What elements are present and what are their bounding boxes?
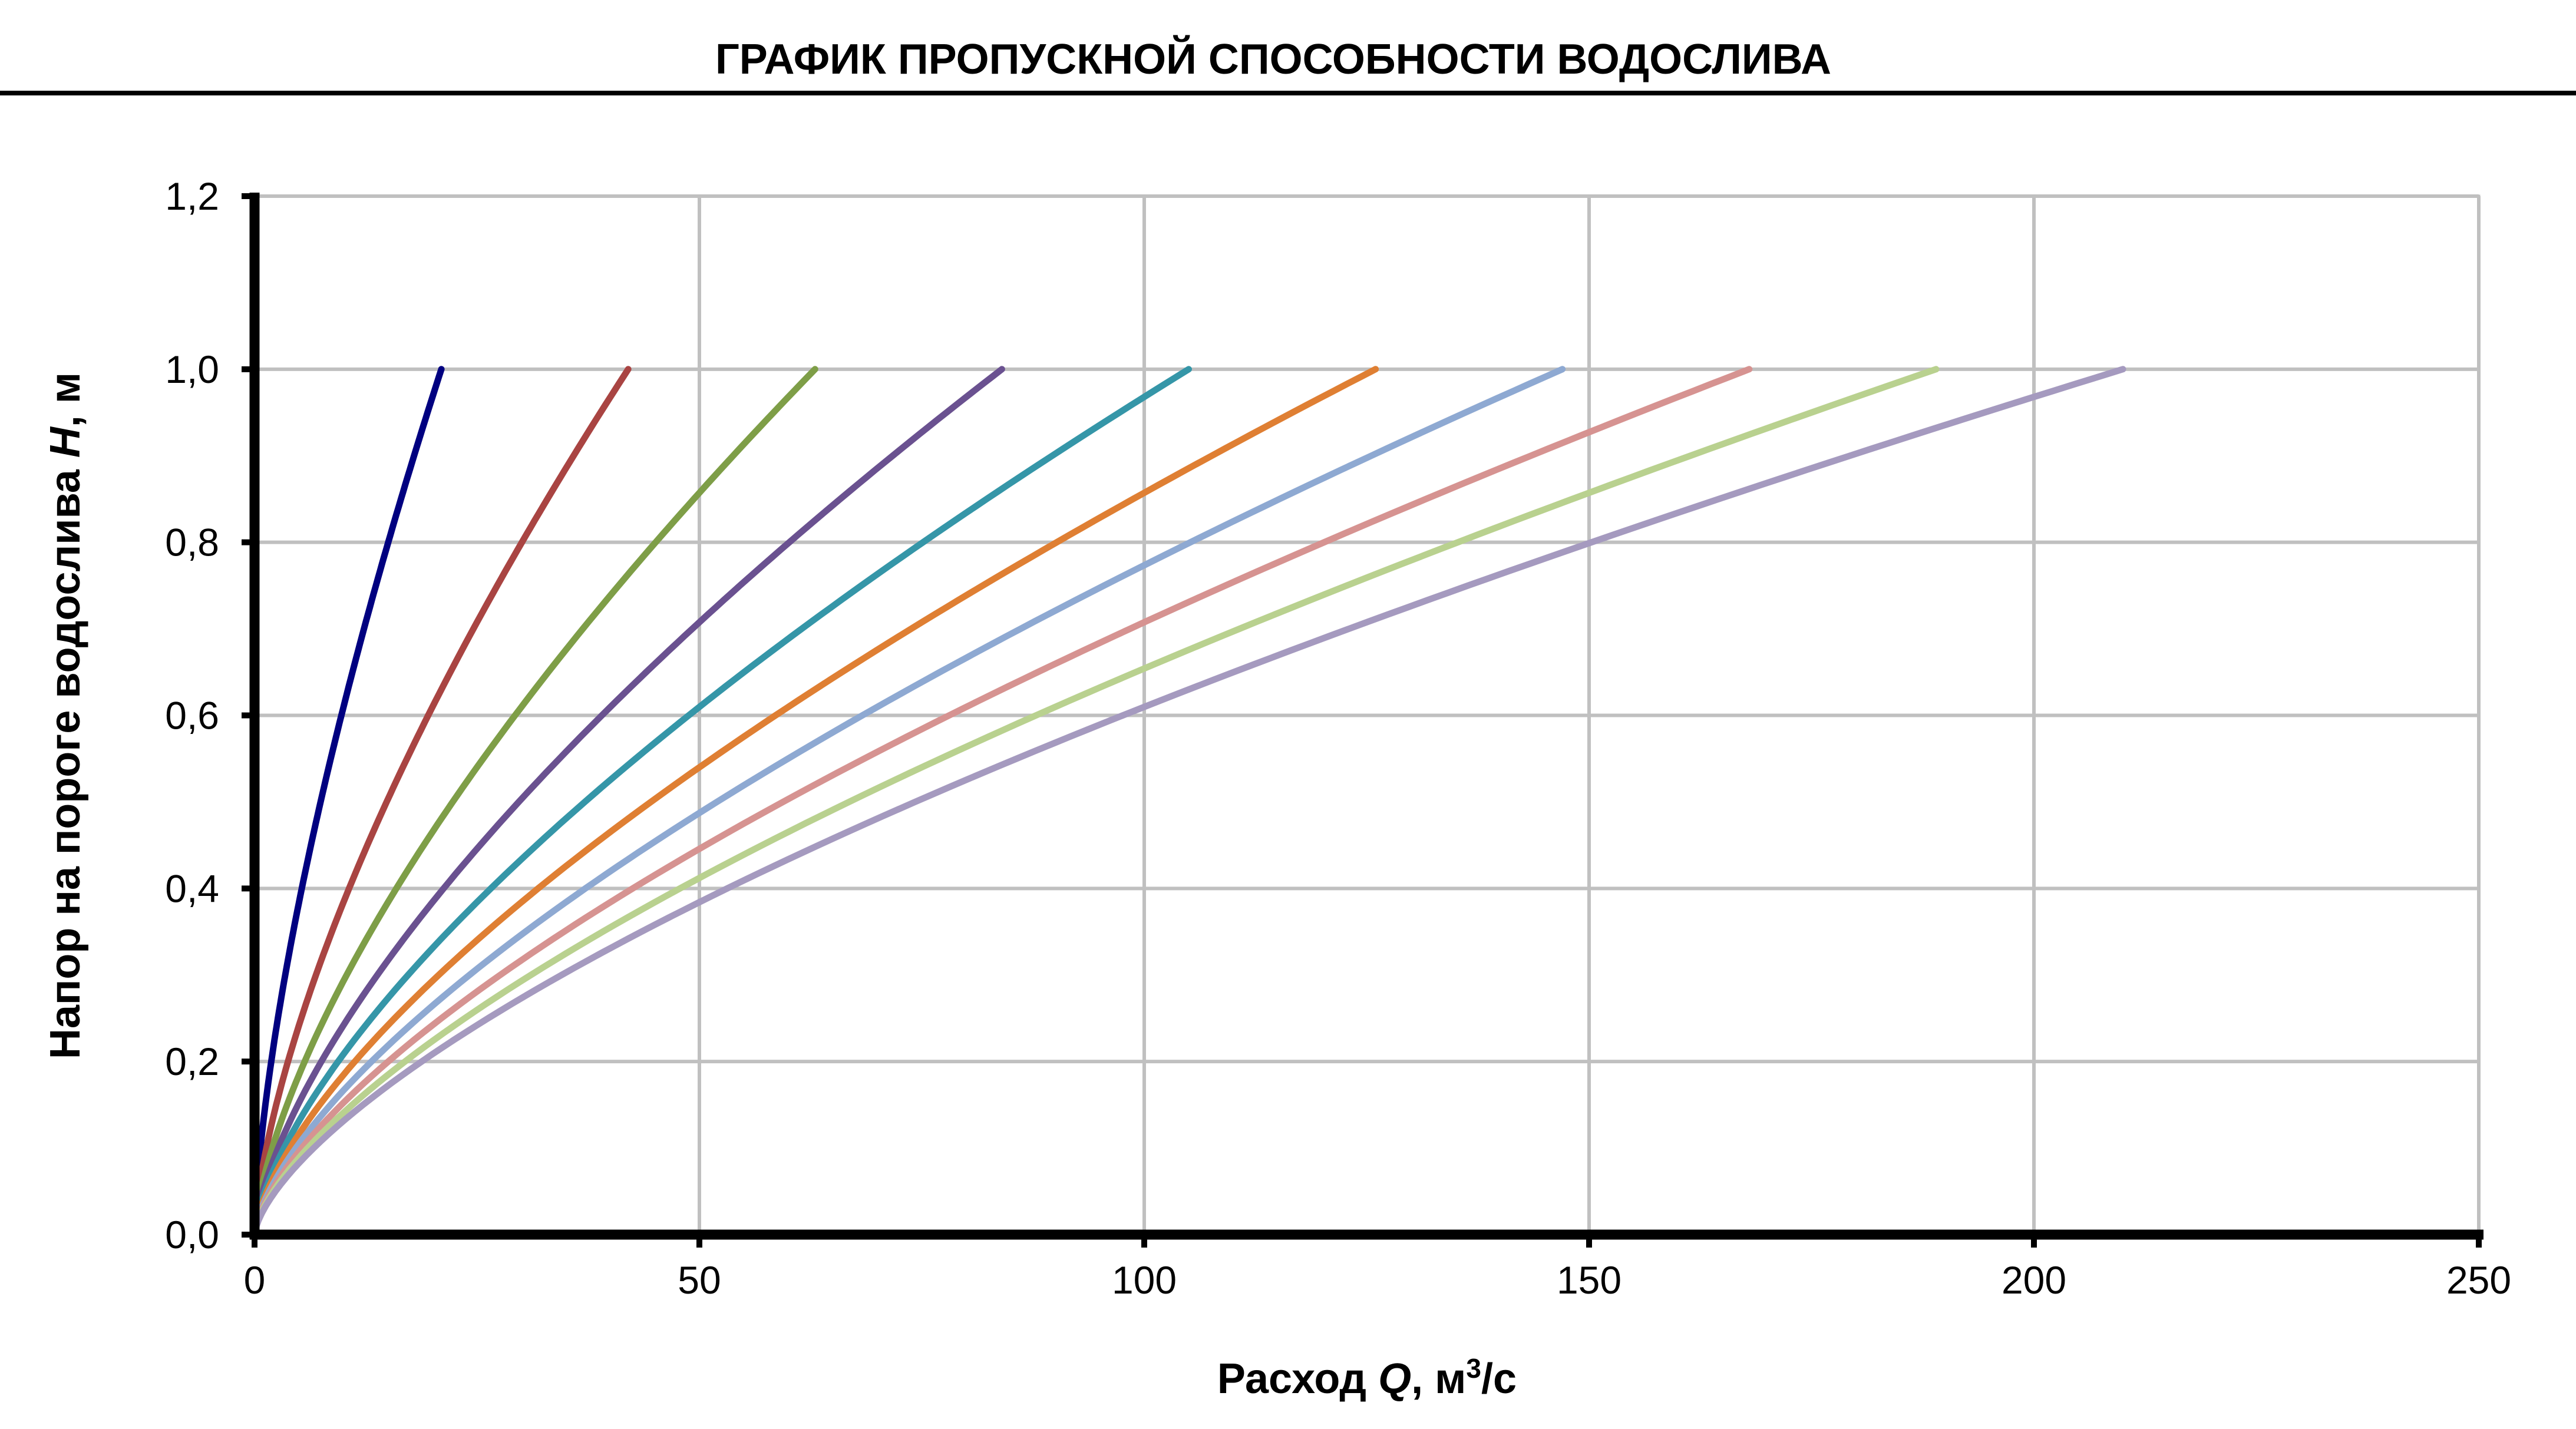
- series-group: [251, 366, 2126, 1238]
- series-line-2: [251, 366, 632, 1238]
- y-tick-label: 0,8: [165, 521, 219, 564]
- series-line-5: [251, 366, 1192, 1238]
- grid: [255, 194, 2481, 1235]
- series-line-9: [251, 366, 1940, 1238]
- tick-labels: 0 50 100 150 200 250 0,0 0,2 0,4 0,6 0,8 1,0 1,2: [165, 174, 2511, 1302]
- axes: [242, 193, 2483, 1248]
- x-tick-label: 250: [2446, 1258, 2511, 1302]
- series-line-6: [251, 366, 1379, 1238]
- x-tick-label: 100: [1112, 1258, 1177, 1302]
- x-tick-label: 150: [1557, 1258, 1621, 1302]
- y-axis-label: Напор на пороге водослива H, м: [42, 372, 89, 1059]
- y-tick-label: 0,2: [165, 1040, 219, 1083]
- series-line-4: [251, 366, 1005, 1238]
- chart-title: ГРАФИК ПРОПУСКНОЙ СПОСОБНОСТИ ВОДОСЛИВА: [715, 35, 1831, 83]
- y-tick-label: 0,0: [165, 1213, 219, 1256]
- x-tick-label: 200: [2002, 1258, 2066, 1302]
- x-tick-label: 0: [244, 1258, 266, 1302]
- series-line-7: [251, 366, 1566, 1238]
- series-line-8: [251, 366, 1753, 1238]
- series-line-10: [251, 366, 2126, 1238]
- y-tick-label: 1,0: [165, 348, 219, 391]
- x-axis-label: Расход Q, м3/с: [1217, 1353, 1517, 1402]
- y-tick-label: 1,2: [165, 174, 219, 218]
- series-line-1: [251, 366, 445, 1238]
- x-tick-label: 50: [678, 1258, 721, 1302]
- y-tick-label: 0,4: [165, 866, 219, 910]
- y-tick-label: 0,6: [165, 694, 219, 737]
- series-line-3: [251, 366, 818, 1238]
